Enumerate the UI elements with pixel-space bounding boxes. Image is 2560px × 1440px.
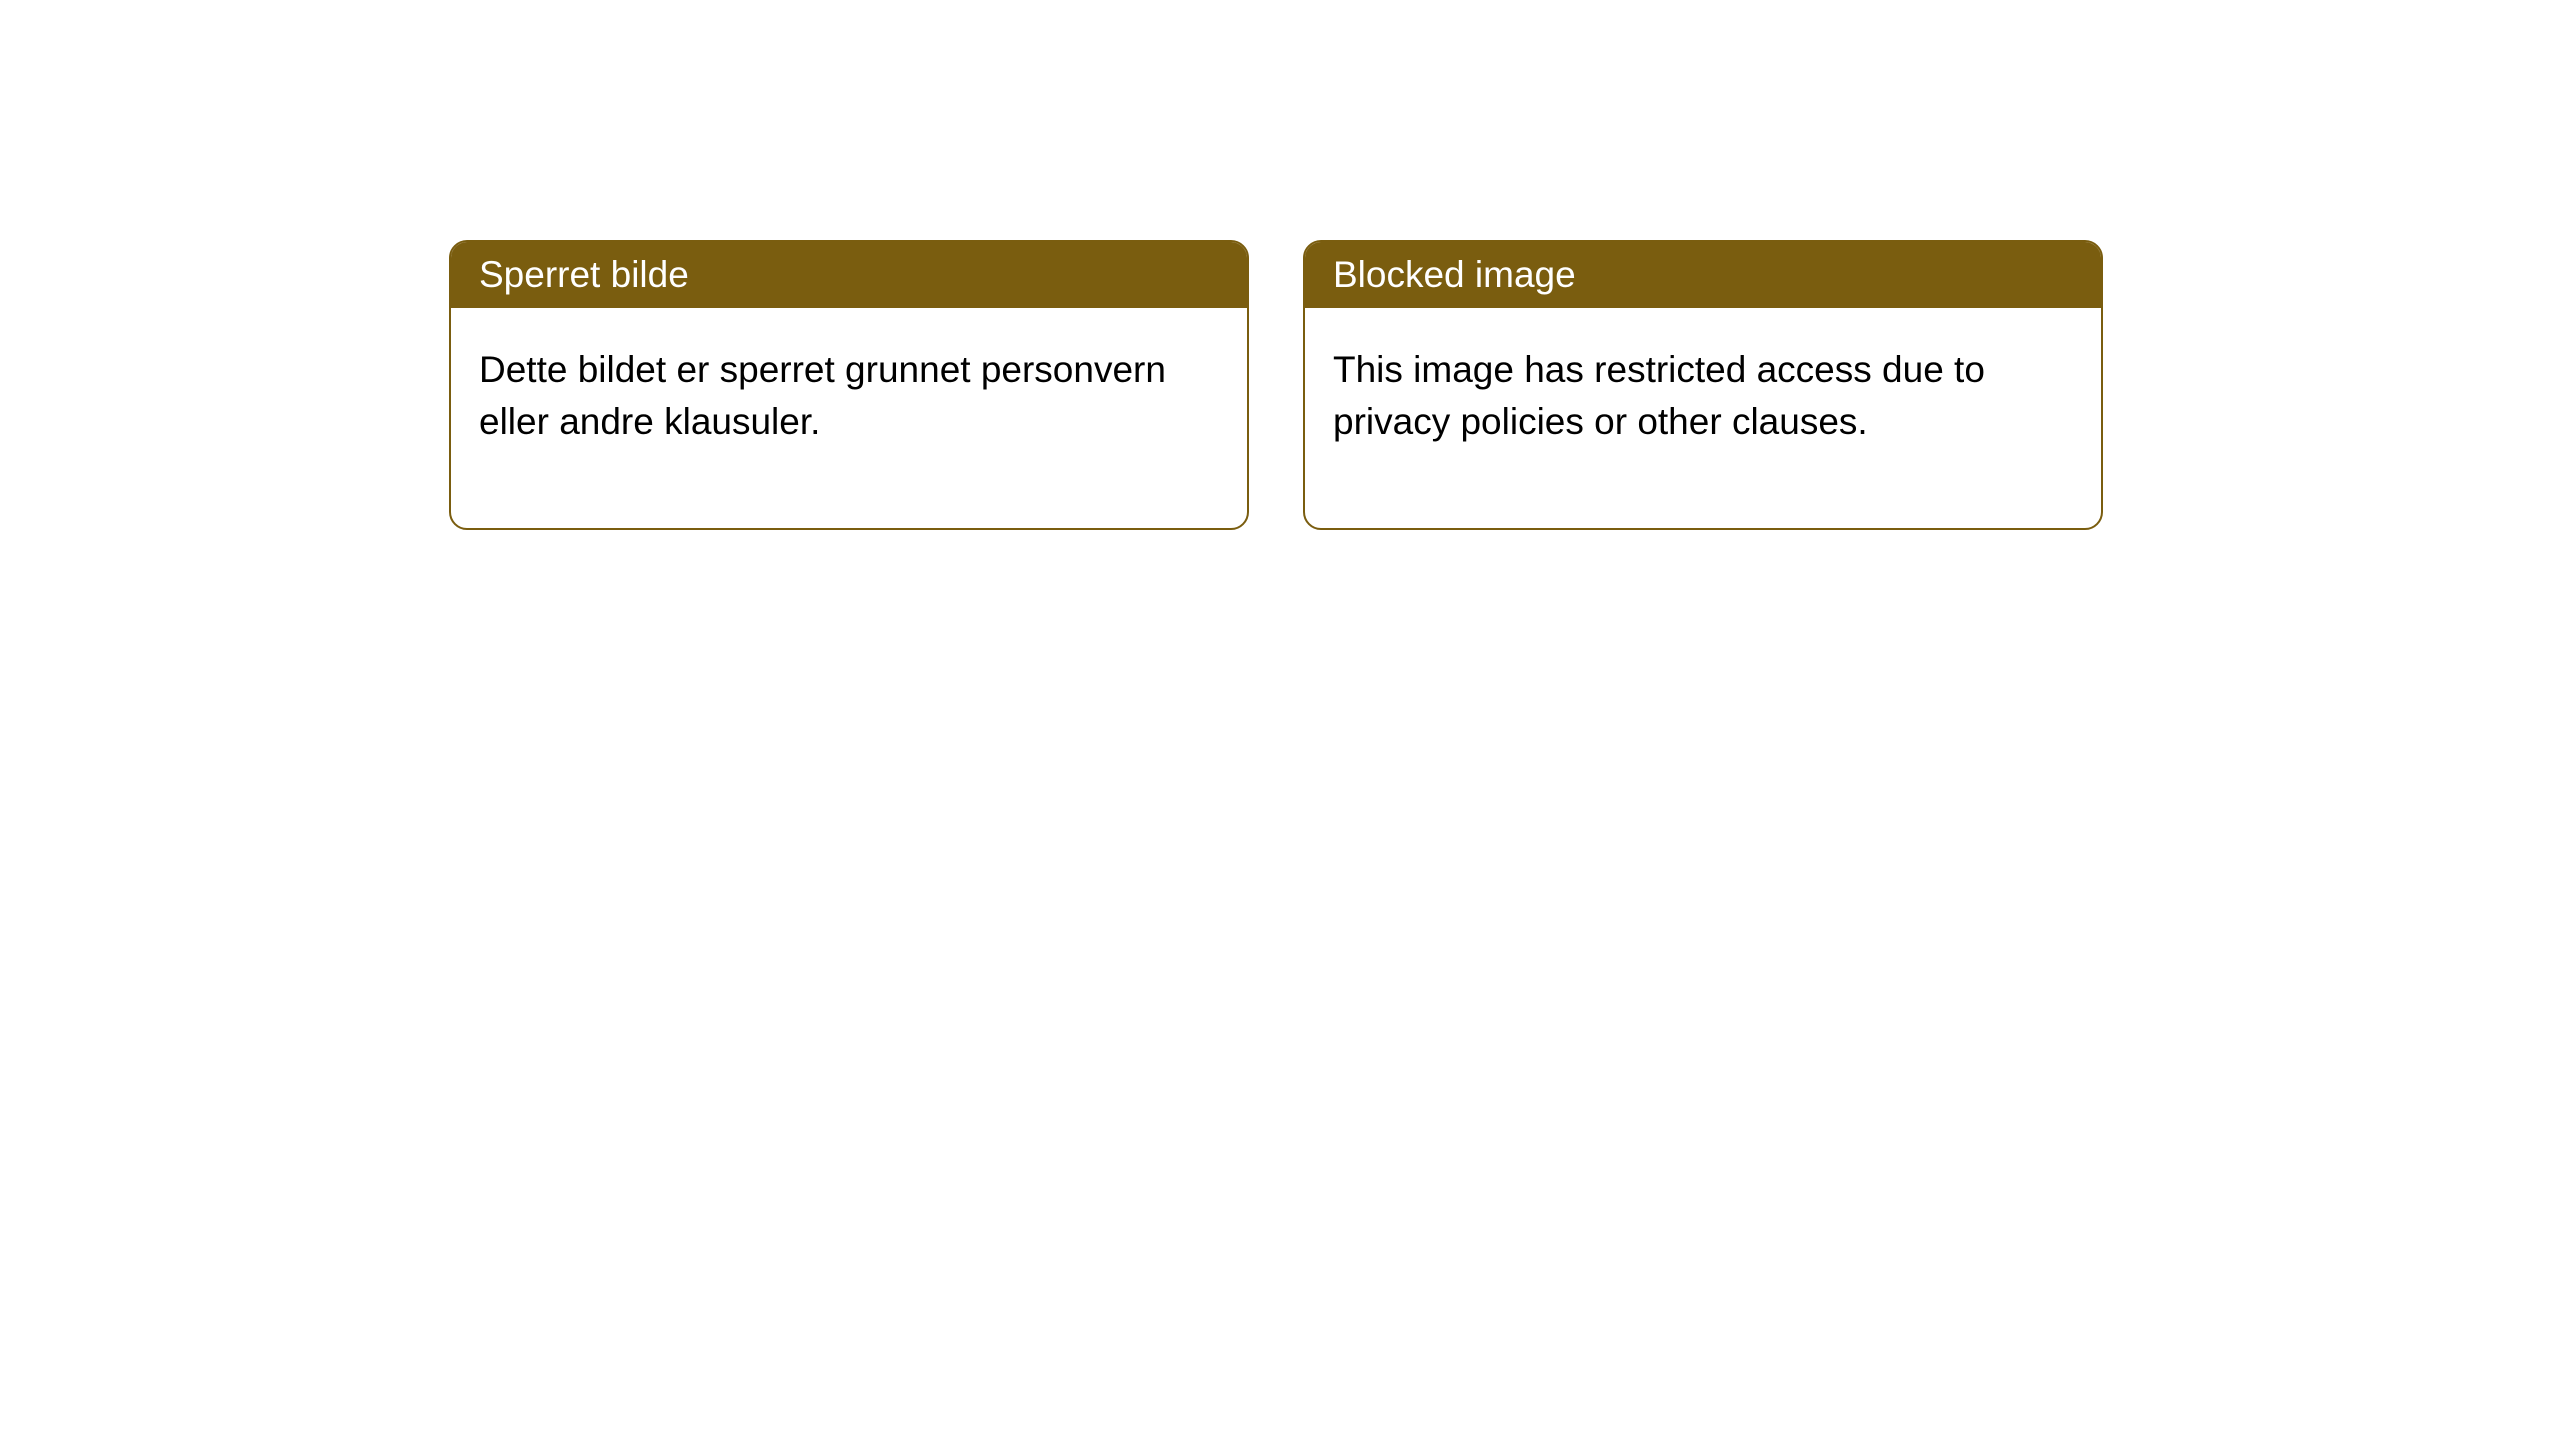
notice-card-english: Blocked image This image has restricted … xyxy=(1303,240,2103,530)
notice-title: Sperret bilde xyxy=(479,254,689,295)
notice-text: This image has restricted access due to … xyxy=(1333,349,1985,442)
notice-card-norwegian: Sperret bilde Dette bildet er sperret gr… xyxy=(449,240,1249,530)
notice-header: Sperret bilde xyxy=(451,242,1247,308)
notice-body: Dette bildet er sperret grunnet personve… xyxy=(451,308,1247,528)
notice-header: Blocked image xyxy=(1305,242,2101,308)
notice-container: Sperret bilde Dette bildet er sperret gr… xyxy=(449,240,2103,530)
notice-body: This image has restricted access due to … xyxy=(1305,308,2101,528)
notice-title: Blocked image xyxy=(1333,254,1576,295)
notice-text: Dette bildet er sperret grunnet personve… xyxy=(479,349,1166,442)
